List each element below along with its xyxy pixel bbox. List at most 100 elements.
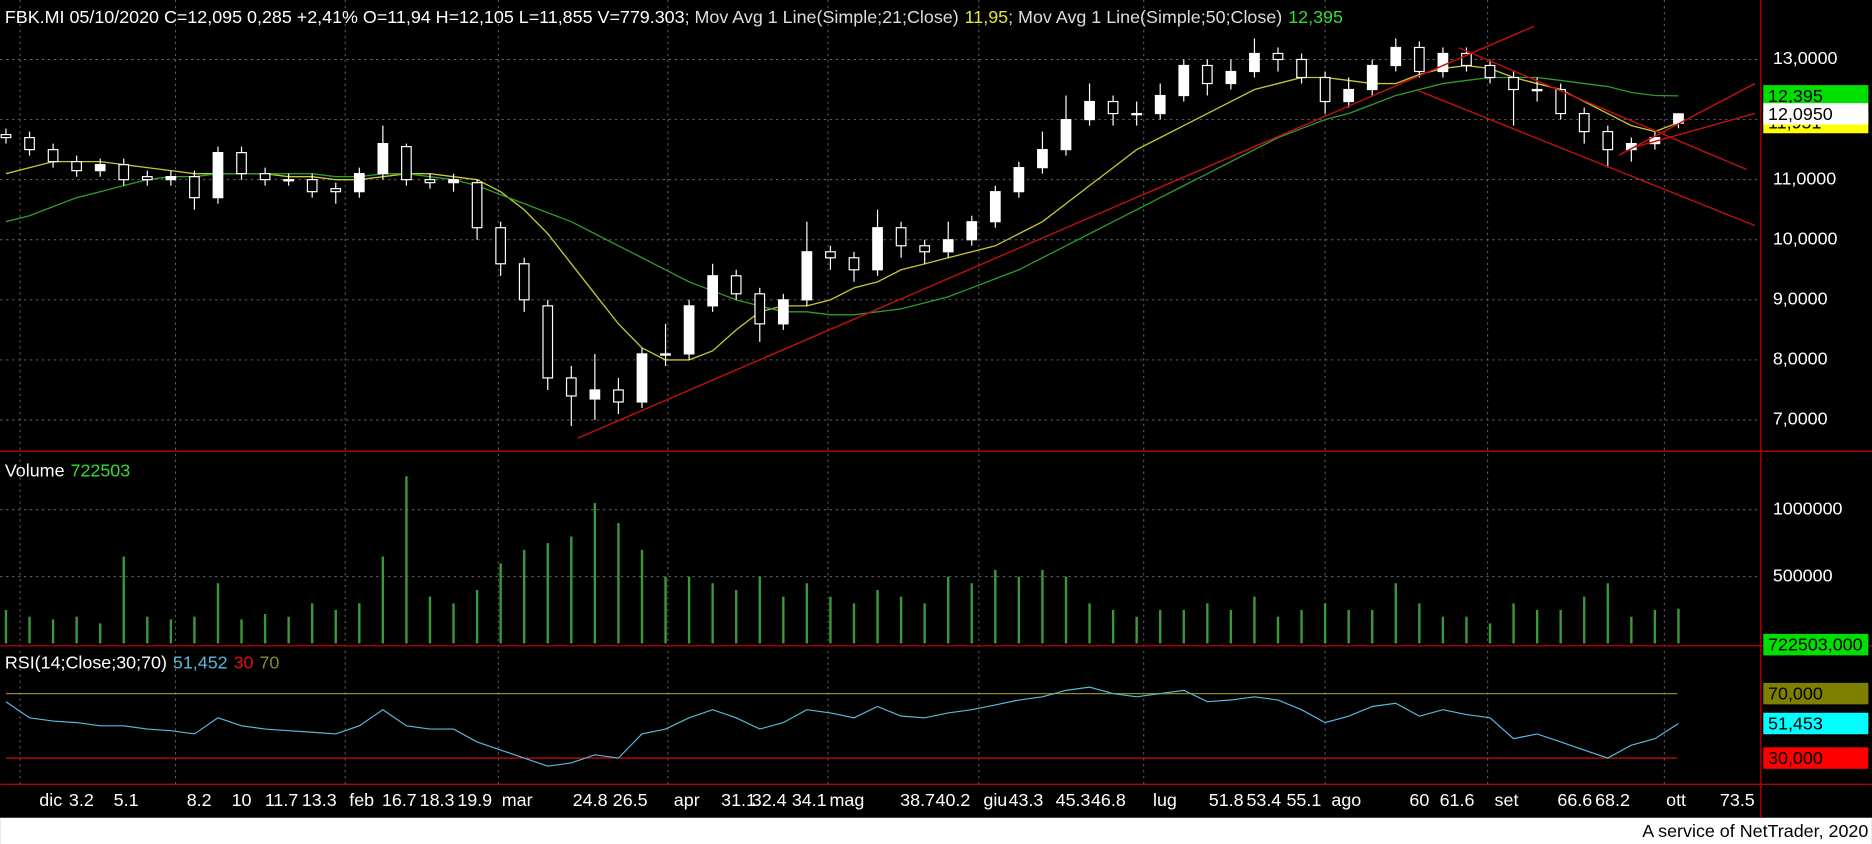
volume-bar	[876, 589, 879, 644]
candle-body	[966, 221, 978, 241]
candle-body	[1225, 70, 1237, 85]
volume-bar	[358, 603, 361, 644]
x-tick-label: 68.2	[1595, 790, 1630, 810]
legend-ma50: ; Mov Avg 1 Line(Simple;50;Close)	[1008, 7, 1282, 27]
volume-bar	[381, 556, 385, 644]
candle-body	[872, 227, 883, 271]
candle-body	[1084, 100, 1095, 121]
candle-body	[1154, 94, 1166, 115]
volume-bar	[1182, 610, 1185, 644]
trend-line	[1458, 47, 1747, 171]
candle-body	[212, 152, 224, 199]
volume-bar	[4, 610, 8, 644]
volume-bar	[1677, 608, 1680, 644]
y-tick-label: 13,0000	[1773, 48, 1838, 68]
volume-bar	[1088, 603, 1091, 644]
footer-band	[0, 817, 1872, 844]
candle-body	[589, 389, 601, 400]
x-tick-label: 32.4	[752, 790, 787, 810]
volume-bar	[758, 576, 761, 644]
volume-bar	[1135, 616, 1138, 644]
candle-body	[707, 275, 719, 307]
candle-body	[1201, 64, 1213, 85]
volume-bar	[1111, 610, 1115, 644]
volume-bar	[263, 614, 267, 644]
candle-body	[71, 161, 83, 172]
volume-bar	[499, 563, 502, 644]
volume-bar	[1653, 610, 1657, 644]
x-tick-label: apr	[674, 790, 700, 810]
x-tick-label: 53.4	[1246, 790, 1281, 810]
candle-body	[636, 353, 648, 403]
x-tick-label: mar	[502, 790, 533, 810]
candle-body	[1390, 46, 1402, 67]
x-tick-label: 34.1	[792, 790, 827, 810]
volume-value: 722503	[71, 460, 131, 480]
candle-body	[47, 149, 59, 163]
candle-body	[1131, 112, 1143, 116]
volume-bar	[122, 556, 125, 644]
candle-body	[613, 389, 624, 403]
x-tick-label: 19.9	[457, 790, 492, 810]
x-tick-label: feb	[349, 790, 374, 810]
x-tick-label: 66.6	[1557, 790, 1592, 810]
volume-bar	[640, 549, 644, 644]
volume-bar	[523, 549, 526, 644]
x-tick-label: 73.5	[1720, 790, 1755, 810]
volume-title: Volume	[5, 460, 65, 480]
x-tick-label: 18.3	[420, 790, 455, 810]
candle-body	[377, 143, 389, 175]
x-tick-label: 8.2	[187, 790, 212, 810]
volume-bar	[1512, 603, 1515, 644]
candle-body	[306, 179, 318, 193]
volume-bar	[334, 610, 337, 644]
volume-bar	[405, 476, 408, 644]
x-tick-label: 40.2	[936, 790, 971, 810]
volume-bar	[1300, 610, 1303, 644]
volume-bar	[570, 536, 573, 644]
x-tick-label: ott	[1666, 790, 1686, 810]
candle-body	[165, 176, 177, 181]
y-tick-label: 1000000	[1773, 498, 1843, 518]
volume-bar	[1394, 583, 1397, 644]
volume-bar	[428, 596, 432, 644]
volume-bar	[782, 596, 785, 644]
candle-body	[777, 299, 789, 325]
candle-body	[801, 251, 813, 301]
candle-body	[94, 164, 106, 172]
x-tick-label: 60	[1409, 790, 1429, 810]
volume-bar	[1347, 610, 1350, 644]
y-tick-label: 8,0000	[1773, 349, 1828, 369]
rsi-title: RSI(14;Close;30;70)	[5, 652, 167, 672]
candle-body	[401, 146, 412, 181]
x-tick-label: dic	[39, 790, 62, 810]
volume-bar	[970, 583, 973, 644]
candle-body	[189, 176, 200, 199]
rsi-legend: RSI(14;Close;30;70) 51,452 30 70	[5, 652, 280, 672]
x-tick-label: 43.3	[1009, 790, 1044, 810]
x-tick-label: 26.5	[613, 790, 648, 810]
volume-bar	[1041, 569, 1044, 644]
candle-body	[730, 275, 742, 295]
volume-bar	[51, 619, 55, 644]
candle-body	[1461, 52, 1472, 67]
volume-bar	[1465, 616, 1468, 644]
candle-body	[141, 176, 153, 181]
volume-badge	[1763, 633, 1869, 656]
moving-average	[5, 64, 1679, 361]
candle-body	[919, 245, 931, 253]
x-tick-label: 51.8	[1209, 790, 1244, 810]
x-tick-label: ago	[1331, 790, 1361, 810]
background	[0, 0, 1872, 818]
volume-bar	[1583, 596, 1586, 644]
candle-body	[424, 179, 436, 184]
x-tick-label: 61.6	[1440, 790, 1475, 810]
candle-body	[1178, 64, 1190, 97]
trend-line	[1635, 112, 1756, 148]
volume-bar	[735, 589, 738, 644]
volume-bar	[593, 503, 597, 644]
volume-bar	[1253, 596, 1256, 644]
candle-body	[683, 305, 695, 355]
volume-bar	[1064, 576, 1068, 644]
